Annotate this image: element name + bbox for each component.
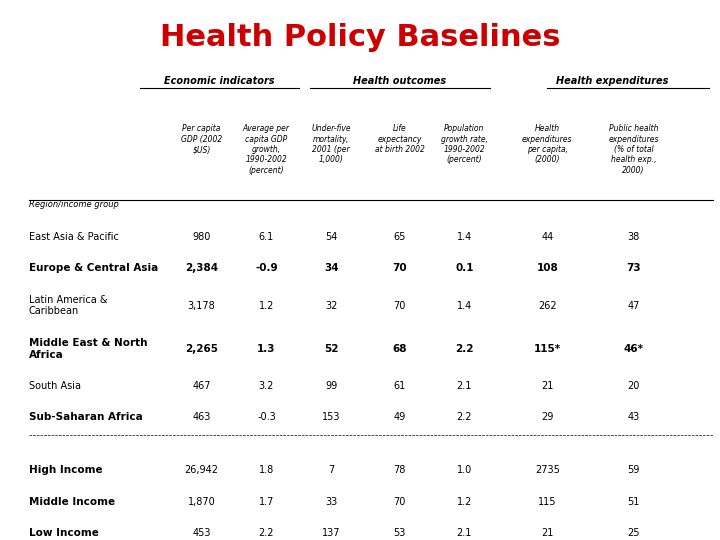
- Text: 34: 34: [324, 264, 338, 273]
- Text: 2,265: 2,265: [185, 344, 218, 354]
- Text: 1.3: 1.3: [257, 344, 276, 354]
- Text: South Asia: South Asia: [29, 381, 81, 391]
- Text: 3,178: 3,178: [188, 301, 215, 310]
- Text: Europe & Central Asia: Europe & Central Asia: [29, 264, 158, 273]
- Text: 33: 33: [325, 497, 338, 507]
- Text: Health outcomes: Health outcomes: [353, 76, 446, 86]
- Text: 47: 47: [627, 301, 640, 310]
- Text: 70: 70: [393, 301, 406, 310]
- Text: 453: 453: [192, 528, 211, 538]
- Text: 2.2: 2.2: [456, 413, 472, 422]
- Text: 1,870: 1,870: [188, 497, 215, 507]
- Text: 26,942: 26,942: [184, 465, 219, 475]
- Text: Life
expectancy
at birth 2002: Life expectancy at birth 2002: [374, 124, 425, 154]
- Text: 68: 68: [392, 344, 407, 354]
- Text: 3.2: 3.2: [258, 381, 274, 391]
- Text: 1.0: 1.0: [456, 465, 472, 475]
- Text: 44: 44: [541, 232, 554, 242]
- Text: Population
growth rate,
1990-2002
(percent): Population growth rate, 1990-2002 (perce…: [441, 124, 488, 164]
- Text: Under-five
mortality,
2001 (per
1,000): Under-five mortality, 2001 (per 1,000): [311, 124, 351, 164]
- Text: 2.1: 2.1: [456, 381, 472, 391]
- Text: High Income: High Income: [29, 465, 102, 475]
- Text: 1.4: 1.4: [456, 301, 472, 310]
- Text: 61: 61: [393, 381, 406, 391]
- Text: Health
expenditures
per capita,
(2000): Health expenditures per capita, (2000): [522, 124, 572, 164]
- Text: 7: 7: [328, 465, 334, 475]
- Text: Health Policy Baselines: Health Policy Baselines: [160, 23, 560, 52]
- Text: 1.2: 1.2: [456, 497, 472, 507]
- Text: East Asia & Pacific: East Asia & Pacific: [29, 232, 119, 242]
- Text: 2735: 2735: [535, 465, 559, 475]
- Text: 73: 73: [626, 264, 641, 273]
- Text: Average per
capita GDP
growth,
1990-2002
(percent): Average per capita GDP growth, 1990-2002…: [243, 124, 290, 175]
- Text: 0.1: 0.1: [455, 264, 474, 273]
- Text: 1.7: 1.7: [258, 497, 274, 507]
- Text: Latin America &
Caribbean: Latin America & Caribbean: [29, 295, 107, 316]
- Text: 51: 51: [627, 497, 640, 507]
- Text: 2,384: 2,384: [185, 264, 218, 273]
- Text: 108: 108: [536, 264, 558, 273]
- Text: 115*: 115*: [534, 344, 561, 354]
- Text: 1.4: 1.4: [456, 232, 472, 242]
- Text: 2.2: 2.2: [455, 344, 474, 354]
- Text: 21: 21: [541, 528, 554, 538]
- Text: 49: 49: [393, 413, 406, 422]
- Text: Health expenditures: Health expenditures: [556, 76, 668, 86]
- Text: 137: 137: [322, 528, 341, 538]
- Text: Low Income: Low Income: [29, 528, 99, 538]
- Text: 46*: 46*: [624, 344, 644, 354]
- Text: 29: 29: [541, 413, 554, 422]
- Text: 467: 467: [192, 381, 211, 391]
- Text: -0.9: -0.9: [255, 264, 278, 273]
- Text: 25: 25: [627, 528, 640, 538]
- Text: 99: 99: [325, 381, 338, 391]
- Text: 70: 70: [392, 264, 407, 273]
- Text: 52: 52: [324, 344, 338, 354]
- Text: 153: 153: [322, 413, 341, 422]
- Text: 20: 20: [627, 381, 640, 391]
- Text: Middle East & North
Africa: Middle East & North Africa: [29, 338, 148, 360]
- Text: 2.1: 2.1: [456, 528, 472, 538]
- Text: 1.8: 1.8: [258, 465, 274, 475]
- Text: 54: 54: [325, 232, 338, 242]
- Text: -0.3: -0.3: [257, 413, 276, 422]
- Text: 53: 53: [393, 528, 406, 538]
- Text: 2.2: 2.2: [258, 528, 274, 538]
- Text: Region/income group: Region/income group: [29, 200, 119, 209]
- Text: 115: 115: [538, 497, 557, 507]
- Text: Middle Income: Middle Income: [29, 497, 115, 507]
- Text: 65: 65: [393, 232, 406, 242]
- Text: 59: 59: [627, 465, 640, 475]
- Text: 262: 262: [538, 301, 557, 310]
- Text: 78: 78: [393, 465, 406, 475]
- Text: Per capita
GDP (2002
$US): Per capita GDP (2002 $US): [181, 124, 222, 154]
- Text: 1.2: 1.2: [258, 301, 274, 310]
- Text: Sub-Saharan Africa: Sub-Saharan Africa: [29, 413, 143, 422]
- Text: 70: 70: [393, 497, 406, 507]
- Text: 21: 21: [541, 381, 554, 391]
- Text: Public health
expenditures
(% of total
health exp.,
2000): Public health expenditures (% of total h…: [608, 124, 659, 175]
- Text: 38: 38: [627, 232, 640, 242]
- Text: 980: 980: [192, 232, 211, 242]
- Text: 463: 463: [192, 413, 211, 422]
- Text: Economic indicators: Economic indicators: [164, 76, 275, 86]
- Text: 43: 43: [627, 413, 640, 422]
- Text: 32: 32: [325, 301, 338, 310]
- Text: 6.1: 6.1: [258, 232, 274, 242]
